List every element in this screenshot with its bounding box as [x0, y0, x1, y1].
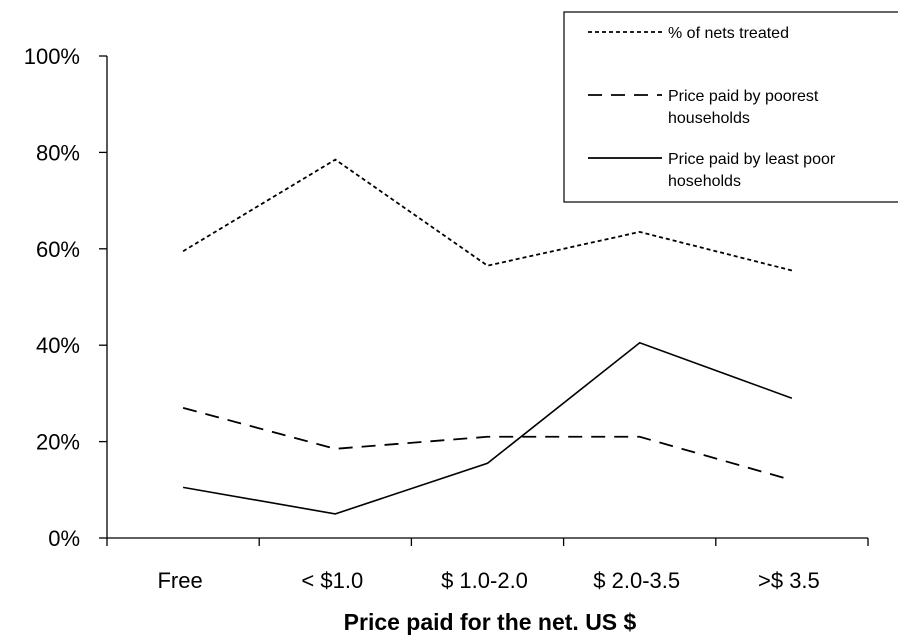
y-tick-label: 0% — [48, 526, 80, 551]
x-tick-label: Free — [157, 568, 202, 593]
x-tick-label: $ 2.0-3.5 — [593, 568, 680, 593]
x-tick-label: < $1.0 — [301, 568, 363, 593]
x-tick-label: $ 1.0-2.0 — [441, 568, 528, 593]
y-tick-label: 100% — [24, 44, 80, 69]
x-axis-ticks: Free < $1.0 $ 1.0-2.0 $ 2.0-3.5 >$ 3.5 — [106, 538, 869, 593]
legend-label-3: Price paid by least poor hoseholds — [668, 151, 836, 190]
y-axis-ticks: 0% 20% 40% 60% 80% 100% — [24, 44, 107, 551]
series-line-2 — [182, 406, 793, 482]
legend: % of nets treated Price paid by poorest ho… — [563, 11, 898, 203]
y-tick-label: 40% — [36, 333, 80, 358]
axes — [106, 56, 868, 539]
legend-label-1: % of nets treated — [668, 25, 789, 42]
x-axis-title: Price paid for the net. US $ — [344, 609, 637, 635]
legend-label-2: Price paid by poorest households — [668, 88, 819, 127]
series-line-3 — [182, 341, 793, 515]
x-tick-label: >$ 3.5 — [758, 568, 820, 593]
y-tick-label: 60% — [36, 237, 80, 262]
y-tick-label: 80% — [36, 140, 80, 165]
series-group — [182, 158, 793, 515]
legend-box — [563, 11, 898, 203]
y-tick-label: 20% — [36, 430, 80, 455]
